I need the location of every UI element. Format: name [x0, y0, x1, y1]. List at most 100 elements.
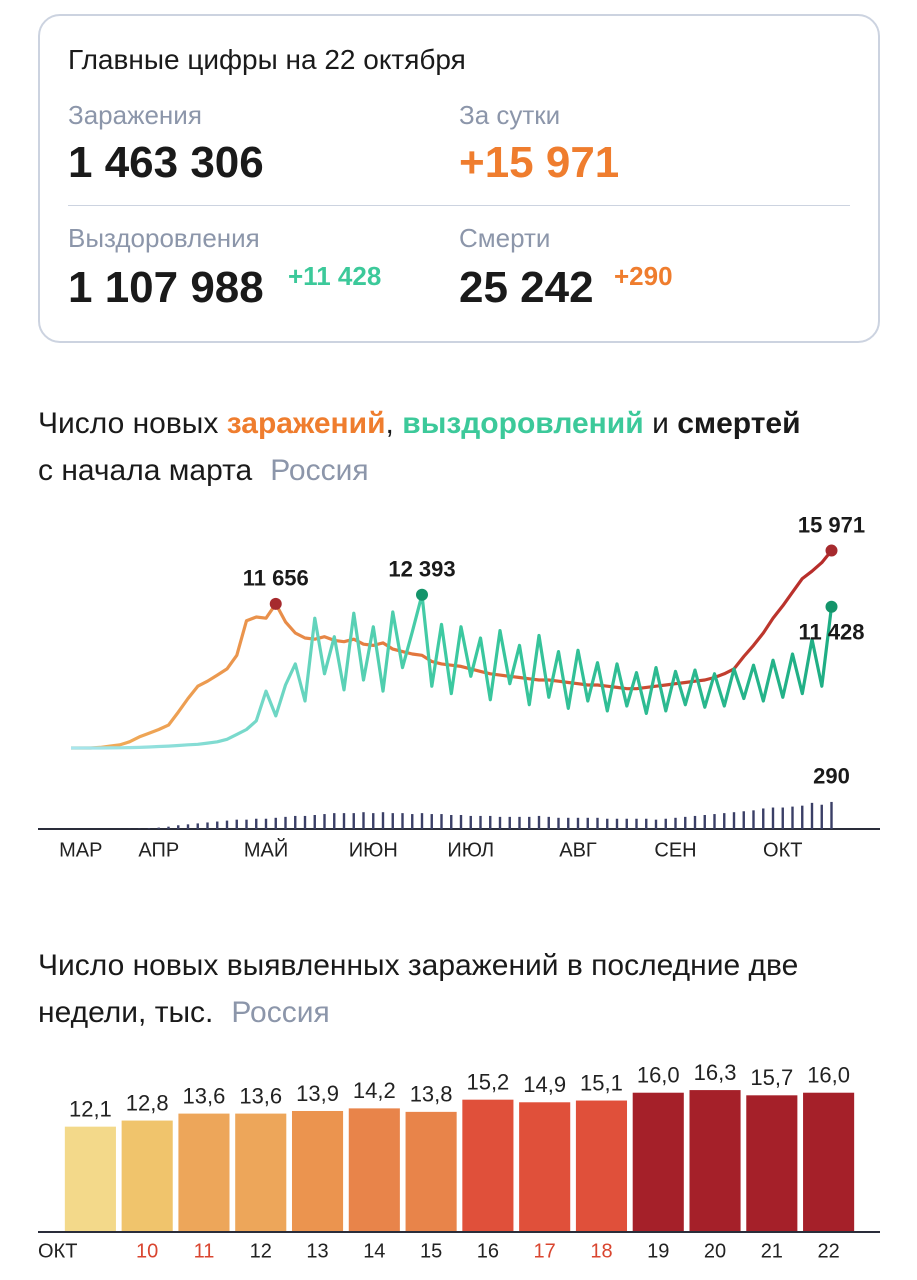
bar — [632, 1092, 684, 1232]
death-bar — [801, 805, 804, 829]
x-tick-label: 19 — [647, 1240, 669, 1262]
bar — [291, 1110, 344, 1232]
x-tick-label: 21 — [761, 1240, 783, 1262]
value-label: 13,6 — [183, 1083, 226, 1108]
stat-label: За сутки — [459, 100, 561, 130]
death-bar — [284, 816, 287, 829]
divider — [68, 205, 850, 206]
series-line — [71, 593, 834, 750]
death-bar — [576, 817, 580, 829]
chart-title: Число новых заражений, выздоровлений и смерт… — [38, 400, 801, 494]
death-bar — [391, 813, 394, 829]
summary-title: Главные цифры на 22 октября — [68, 44, 466, 75]
value-label: 12 393 — [388, 557, 455, 582]
x-tick-label: 18 — [590, 1240, 612, 1262]
death-bar — [411, 814, 414, 829]
death-bar — [508, 816, 511, 829]
x-tick-label: ИЮЛ — [447, 839, 494, 861]
death-bar — [703, 815, 706, 829]
death-bar — [333, 813, 336, 829]
series-line — [71, 549, 833, 750]
death-bar — [528, 816, 531, 829]
value-label: 290 — [813, 764, 850, 789]
bar — [178, 1113, 230, 1232]
value-label: 13,8 — [410, 1082, 453, 1107]
death-bar — [372, 813, 375, 829]
death-bar — [352, 813, 355, 829]
death-bar — [420, 813, 424, 829]
bar — [746, 1095, 798, 1232]
value-label: 12,1 — [69, 1096, 112, 1121]
death-bar — [684, 816, 687, 829]
death-bar — [255, 818, 258, 829]
bar — [235, 1113, 287, 1232]
value-label: 12,8 — [126, 1090, 169, 1115]
stat-value: 1 107 988 — [68, 263, 264, 312]
bar — [64, 1126, 116, 1232]
death-bar — [732, 812, 736, 829]
stat-label: Смерти — [459, 223, 551, 253]
death-bar — [489, 815, 492, 829]
value-label: 15,1 — [580, 1070, 623, 1095]
death-bar — [225, 820, 229, 829]
bar — [803, 1092, 855, 1232]
death-bar — [216, 821, 219, 829]
stat-label: Выздоровления — [68, 223, 260, 253]
stat-value: +15 971 — [459, 138, 620, 187]
bar — [405, 1111, 457, 1232]
value-label: 13,6 — [239, 1083, 282, 1108]
value-label: 16,0 — [637, 1063, 680, 1088]
death-bar — [820, 804, 823, 829]
death-bar — [245, 819, 248, 829]
death-bar — [674, 817, 677, 829]
death-bar — [596, 817, 599, 829]
x-tick-label: 17 — [534, 1240, 556, 1262]
death-bar — [557, 817, 560, 829]
value-label: 15,7 — [750, 1065, 793, 1090]
chart-subtitle: с начала марта — [38, 454, 253, 487]
death-bar — [537, 815, 541, 829]
bar — [348, 1108, 400, 1232]
x-tick-label: 20 — [704, 1240, 726, 1262]
stat-label: Заражения — [68, 100, 202, 130]
death-bar — [381, 812, 385, 829]
value-label: 11 656 — [243, 566, 309, 591]
death-bar — [547, 816, 550, 829]
x-tick-label: ОКТ — [38, 1240, 77, 1262]
x-tick-label: СЕН — [654, 839, 696, 861]
death-bar — [313, 815, 316, 829]
death-bar — [450, 815, 453, 829]
death-bar — [498, 816, 502, 829]
death-bar — [664, 818, 667, 829]
x-tick-label: 11 — [194, 1240, 215, 1262]
death-bar — [235, 819, 238, 829]
chart-region: Россия — [231, 996, 330, 1029]
x-tick-label: 10 — [136, 1240, 158, 1262]
death-bar — [723, 813, 726, 829]
bar — [575, 1100, 628, 1232]
death-bar — [567, 817, 570, 829]
death-bar — [606, 818, 609, 829]
death-bar — [635, 818, 638, 829]
point-marker — [825, 600, 838, 613]
x-tick-label: 16 — [477, 1240, 499, 1262]
death-bar — [479, 815, 482, 829]
death-bar — [791, 806, 794, 829]
death-bar — [206, 822, 209, 829]
death-bar — [323, 814, 326, 829]
death-bar — [762, 808, 765, 829]
stat-value: 1 463 306 — [68, 138, 264, 187]
point-marker — [416, 588, 428, 601]
death-bar — [810, 802, 814, 829]
death-bar — [362, 812, 365, 829]
death-bar — [469, 815, 472, 829]
title-part: заражений — [226, 407, 386, 440]
bar — [689, 1090, 741, 1232]
title-part: , — [385, 407, 394, 440]
x-tick-label: ИЮН — [349, 839, 398, 861]
death-bar — [459, 815, 463, 829]
x-tick-label: ОКТ — [763, 839, 802, 861]
x-tick-label: АВГ — [559, 839, 597, 861]
bar — [121, 1120, 173, 1232]
